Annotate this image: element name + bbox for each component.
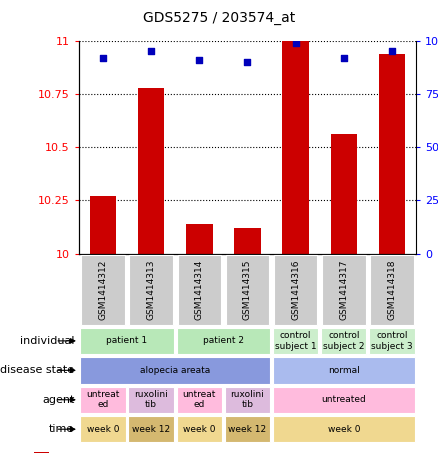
Bar <box>186 224 212 254</box>
Text: control
subject 2: control subject 2 <box>323 331 364 351</box>
FancyBboxPatch shape <box>130 255 173 325</box>
FancyBboxPatch shape <box>80 416 126 443</box>
Bar <box>138 87 164 254</box>
Text: patient 2: patient 2 <box>203 337 244 345</box>
Text: untreat
ed: untreat ed <box>183 390 216 410</box>
Text: GSM1414314: GSM1414314 <box>195 260 204 320</box>
FancyBboxPatch shape <box>273 386 415 413</box>
FancyBboxPatch shape <box>321 328 367 354</box>
FancyBboxPatch shape <box>370 255 413 325</box>
Text: GSM1414318: GSM1414318 <box>388 260 396 320</box>
FancyBboxPatch shape <box>80 386 126 413</box>
FancyBboxPatch shape <box>128 386 174 413</box>
Text: untreat
ed: untreat ed <box>86 390 120 410</box>
Text: week 12: week 12 <box>132 425 170 434</box>
Text: week 0: week 0 <box>328 425 360 434</box>
Point <box>148 48 155 55</box>
FancyBboxPatch shape <box>273 357 415 384</box>
FancyBboxPatch shape <box>273 328 318 354</box>
FancyBboxPatch shape <box>273 416 415 443</box>
Point <box>292 39 299 47</box>
Text: agent: agent <box>42 395 74 405</box>
Text: week 12: week 12 <box>228 425 267 434</box>
Point <box>389 48 396 55</box>
Bar <box>34 452 49 453</box>
FancyBboxPatch shape <box>177 416 222 443</box>
Bar <box>90 196 116 254</box>
FancyBboxPatch shape <box>225 386 270 413</box>
FancyBboxPatch shape <box>274 255 317 325</box>
FancyBboxPatch shape <box>80 357 270 384</box>
Text: ruxolini
tib: ruxolini tib <box>230 390 265 410</box>
FancyBboxPatch shape <box>226 255 269 325</box>
Text: ruxolini
tib: ruxolini tib <box>134 390 168 410</box>
Point <box>244 58 251 66</box>
FancyBboxPatch shape <box>322 255 365 325</box>
Text: GSM1414313: GSM1414313 <box>147 260 155 320</box>
Text: GSM1414317: GSM1414317 <box>339 260 348 320</box>
Text: week 0: week 0 <box>87 425 119 434</box>
Text: time: time <box>49 424 74 434</box>
FancyBboxPatch shape <box>177 328 270 354</box>
Point <box>196 56 203 63</box>
FancyBboxPatch shape <box>177 255 221 325</box>
FancyBboxPatch shape <box>80 328 174 354</box>
Point <box>340 54 347 62</box>
Point <box>99 54 106 62</box>
Bar <box>283 41 309 254</box>
FancyBboxPatch shape <box>177 386 222 413</box>
Text: individual: individual <box>20 336 74 346</box>
Text: week 0: week 0 <box>183 425 215 434</box>
Text: disease state: disease state <box>0 365 74 376</box>
Text: untreated: untreated <box>321 395 366 404</box>
Text: patient 1: patient 1 <box>106 337 148 345</box>
Bar <box>234 228 261 254</box>
Text: GSM1414315: GSM1414315 <box>243 260 252 320</box>
FancyBboxPatch shape <box>128 416 174 443</box>
Text: control
subject 3: control subject 3 <box>371 331 413 351</box>
Text: control
subject 1: control subject 1 <box>275 331 317 351</box>
Text: GSM1414312: GSM1414312 <box>99 260 107 320</box>
Bar <box>331 135 357 254</box>
Text: alopecia areata: alopecia areata <box>140 366 210 375</box>
FancyBboxPatch shape <box>225 416 270 443</box>
Text: normal: normal <box>328 366 360 375</box>
Bar <box>379 53 405 254</box>
Text: GSM1414316: GSM1414316 <box>291 260 300 320</box>
FancyBboxPatch shape <box>81 255 124 325</box>
Text: GDS5275 / 203574_at: GDS5275 / 203574_at <box>143 11 295 25</box>
FancyBboxPatch shape <box>369 328 415 354</box>
